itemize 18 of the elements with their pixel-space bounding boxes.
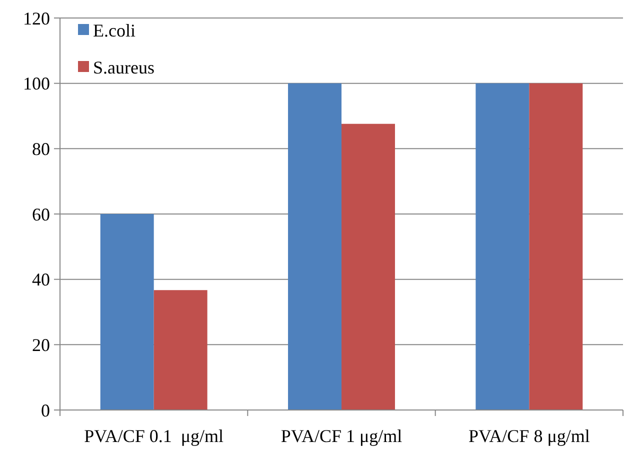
- y-tick-label: 60: [32, 204, 50, 224]
- y-tick-label: 40: [32, 270, 50, 290]
- x-tick-label: PVA/CF 0.1 μg/ml: [84, 426, 224, 446]
- y-tick-label: 0: [41, 400, 50, 420]
- bar: [154, 290, 208, 410]
- legend-label: E.coli: [93, 20, 136, 40]
- y-tick-label: 100: [23, 74, 50, 94]
- bar: [288, 83, 342, 410]
- legend-label: S.aureus: [93, 57, 154, 78]
- y-tick-label: 80: [32, 138, 50, 159]
- bar: [100, 214, 154, 410]
- x-tick-label: PVA/CF 1 μg/ml: [280, 426, 402, 446]
- y-tick-label: 120: [23, 8, 50, 28]
- bar: [342, 124, 395, 410]
- x-tick-label: PVA/CF 8 μg/ml: [468, 426, 590, 446]
- bar: [476, 83, 530, 410]
- bar: [529, 83, 583, 410]
- y-tick-label: 20: [32, 334, 50, 355]
